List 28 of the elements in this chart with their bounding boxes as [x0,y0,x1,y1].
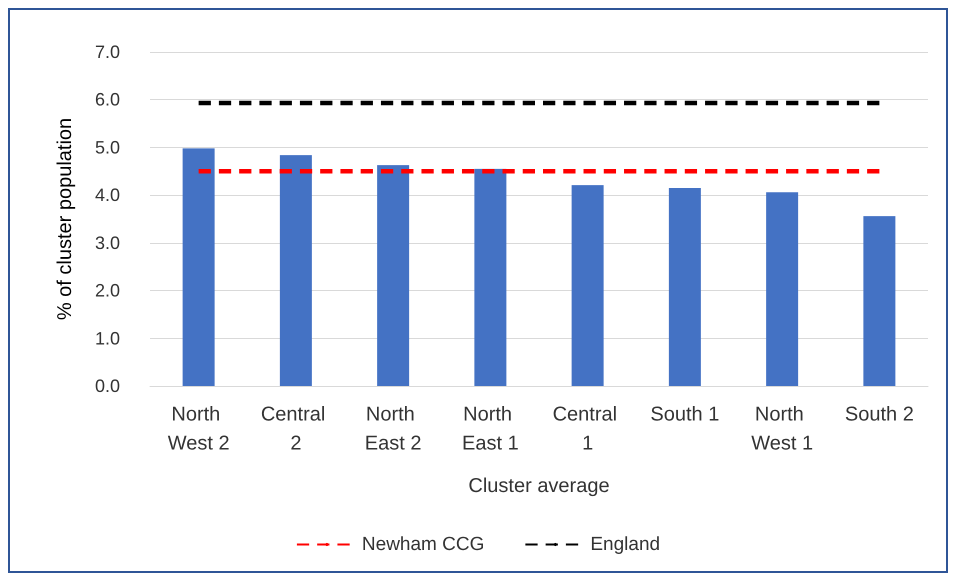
bar [280,155,312,386]
y-tick-label: 3.0 [94,232,120,253]
bar [668,188,701,386]
y-tick-label: 2.0 [94,280,120,301]
bar [474,168,506,386]
bar [377,165,410,386]
y-axis-title: % of cluster population [54,118,76,320]
y-tick-label: 5.0 [94,137,120,158]
x-tick-label: South 1 [650,404,720,426]
y-tick-label: 0.0 [94,376,120,396]
x-tick-label: North East 1 [462,404,519,454]
y-tick-label: 7.0 [94,42,120,62]
legend-label: England [590,534,660,555]
x-tick-label: North West 1 [751,404,814,454]
x-tick-label: North West 2 [168,404,230,454]
legend-label: Newham CCG [362,534,484,555]
y-tick-label: 1.0 [94,328,120,348]
bar [572,185,604,386]
x-tick-label: Central 2 [260,404,331,454]
x-tick-label: North East 2 [364,404,422,454]
x-tick-label: Central 1 [552,404,623,454]
y-tick-label: 4.0 [94,185,120,206]
bar [182,148,215,386]
x-tick-label: South 2 [844,404,914,426]
x-axis-title: Cluster average [468,475,610,497]
y-tick-label: 6.0 [94,90,120,110]
bar [766,192,798,386]
bar [863,216,896,386]
